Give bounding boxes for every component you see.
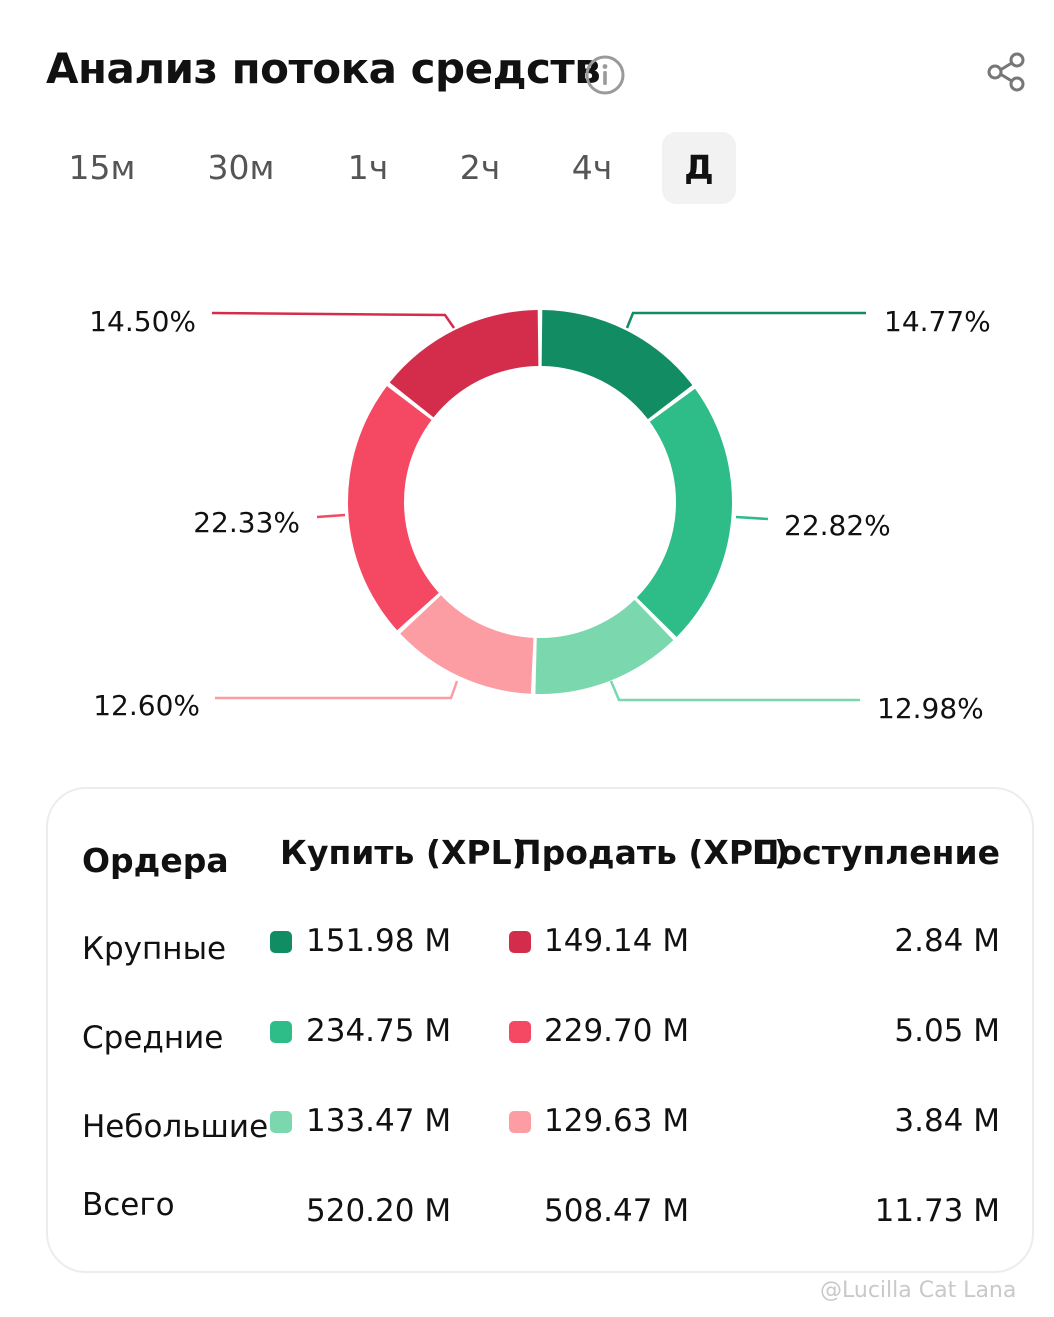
label-large-sell-leader-line	[211, 311, 456, 329]
header-orders: Ордера	[82, 841, 229, 880]
timeframe-tabs: 15м 30м 1ч 2ч 4ч Д	[46, 132, 746, 204]
label-large-buy-leader-line	[625, 311, 866, 329]
label-medium-buy: 22.82%	[784, 509, 891, 542]
sell-medium-value: 229.70 M	[544, 1013, 690, 1049]
label-small-sell: 12.60%	[93, 689, 200, 722]
label-small-buy-leader-line	[609, 680, 860, 702]
page-header: Анализ потока средств	[46, 40, 1026, 104]
label-small-buy: 12.98%	[877, 692, 984, 725]
page-title: Анализ потока средств	[46, 44, 601, 93]
info-icon[interactable]	[584, 54, 626, 96]
inflow-small-value: 3.84 M	[894, 1103, 1000, 1139]
label-large-buy: 14.77%	[884, 305, 991, 338]
header-inflow: Поступление	[751, 833, 1000, 872]
fund-flow-donut-chart: 14.77% 22.82% 12.98% 12.60% 22.33% 14.50%	[0, 270, 1054, 750]
buy-large-value: 151.98 M	[306, 923, 452, 959]
slice-large-buy	[541, 310, 693, 420]
row-label-total: Всего	[82, 1187, 175, 1223]
sell-large-value: 149.14 M	[544, 923, 690, 959]
label-small-sell-leader-line	[215, 680, 459, 700]
label-large-sell: 14.50%	[89, 305, 196, 338]
tab-30m[interactable]: 30м	[207, 148, 275, 187]
tab-2h[interactable]: 2ч	[459, 148, 501, 187]
label-medium-sell-leader-line	[316, 513, 346, 519]
buy-total-value: 520.20 M	[306, 1193, 452, 1229]
share-icon[interactable]	[984, 50, 1028, 94]
donut-chart-svg: 14.77% 22.82% 12.98% 12.60% 22.33% 14.50%	[89, 305, 991, 725]
slice-medium-buy	[636, 388, 732, 637]
orders-table-card: Ордера Купить (XPL) Продать (XPL) Поступ…	[46, 787, 1034, 1273]
label-medium-buy-leader-line	[735, 515, 769, 521]
label-medium-sell: 22.33%	[193, 506, 300, 539]
buy-small-value: 133.47 M	[306, 1103, 452, 1139]
sell-total-value: 508.47 M	[544, 1193, 690, 1229]
row-label-medium: Средние	[82, 1020, 224, 1056]
slice-medium-sell	[348, 386, 439, 631]
buy-large-swatch	[270, 931, 292, 953]
slice-small-buy	[535, 599, 674, 694]
row-label-large: Крупные	[82, 931, 227, 967]
row-label-small: Небольшие	[82, 1109, 269, 1145]
sell-large-swatch	[509, 931, 531, 953]
header-buy: Купить (XPL)	[280, 833, 527, 872]
tab-4h[interactable]: 4ч	[571, 148, 613, 187]
inflow-medium-value: 5.05 M	[894, 1013, 1000, 1049]
slice-small-sell	[400, 595, 534, 694]
buy-medium-value: 234.75 M	[306, 1013, 452, 1049]
tab-15m[interactable]: 15м	[68, 148, 136, 187]
inflow-total-value: 11.73 M	[874, 1193, 1000, 1229]
sell-small-swatch	[509, 1111, 531, 1133]
inflow-large-value: 2.84 M	[894, 923, 1000, 959]
sell-small-value: 129.63 M	[544, 1103, 690, 1139]
watermark: @Lucilla Cat Lana	[820, 1278, 1017, 1303]
buy-small-swatch	[270, 1111, 292, 1133]
header-sell: Продать (XPL)	[514, 833, 790, 872]
tab-1h[interactable]: 1ч	[347, 148, 389, 187]
sell-medium-swatch	[509, 1021, 531, 1043]
slice-large-sell	[389, 310, 539, 418]
tab-day[interactable]: Д	[662, 132, 736, 204]
buy-medium-swatch	[270, 1021, 292, 1043]
